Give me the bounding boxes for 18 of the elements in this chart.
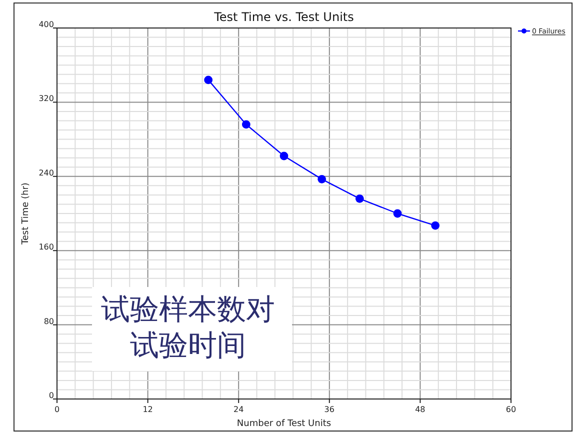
y-tick-label: 80: [44, 316, 54, 326]
x-tick-label: 36: [324, 405, 334, 414]
x-tick-label: 48: [415, 405, 426, 414]
x-axis-title: Number of Test Units: [236, 419, 332, 429]
annotation: 试验样本数对: [101, 294, 275, 326]
y-tick-label: 400: [38, 20, 54, 29]
y-axis-title: Test Time (hr): [21, 182, 31, 246]
x-tick-label: 24: [234, 405, 244, 414]
annotation-box: 试验样本数对 试验时间: [92, 287, 292, 371]
chart-title: Test Time vs. Test Units: [213, 10, 354, 24]
y-tick-label: 320: [38, 94, 54, 104]
y-tick-label: 0: [48, 391, 54, 400]
x-tick-label: 12: [142, 405, 153, 414]
y-tick-label: 160: [38, 242, 54, 252]
x-tick-label: 0: [54, 405, 60, 414]
y-tick-label: 240: [38, 168, 54, 178]
x-tick-label: 60: [506, 405, 516, 414]
annotation: 试验时间: [130, 330, 246, 362]
